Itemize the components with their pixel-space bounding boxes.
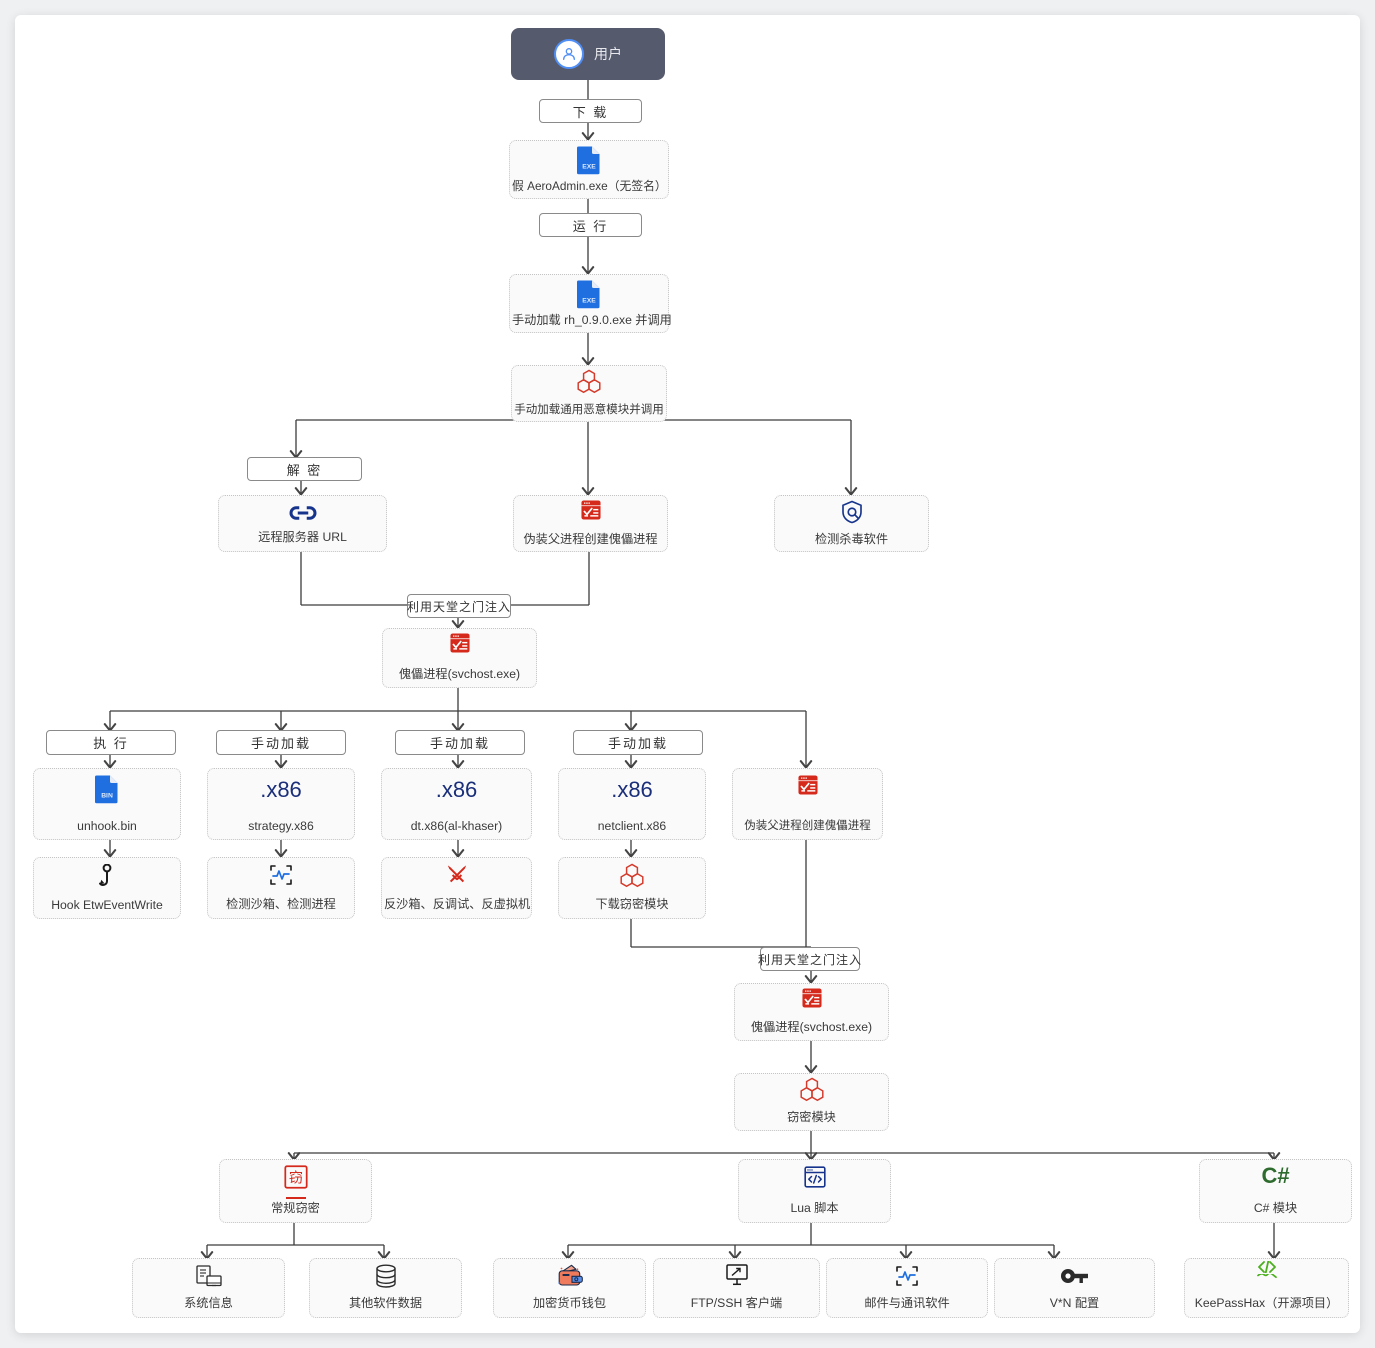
svg-text:EXE: EXE [582, 297, 596, 304]
svg-text:窃: 窃 [288, 1170, 302, 1186]
svg-text:BIN: BIN [101, 792, 113, 799]
svg-text:EXE: EXE [582, 163, 596, 170]
